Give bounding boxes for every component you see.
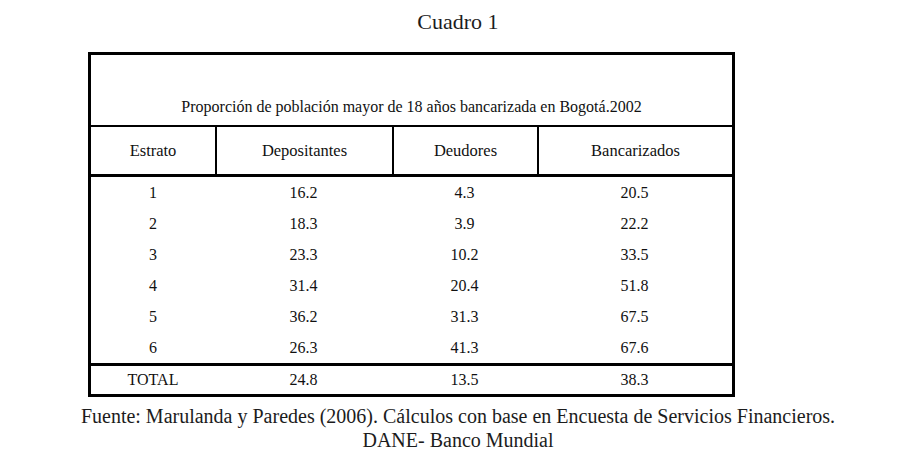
- cell-depositantes: 16.2: [215, 177, 392, 208]
- cell-depositantes: 23.3: [215, 239, 392, 270]
- total-bancarizados: 38.3: [537, 366, 732, 394]
- table-row: 1 16.2 4.3 20.5: [91, 177, 732, 208]
- page-title: Cuadro 1: [0, 9, 916, 35]
- cell-estrato: 3: [91, 239, 215, 270]
- total-label: TOTAL: [91, 366, 215, 394]
- table-row: 6 26.3 41.3 67.6: [91, 332, 732, 363]
- table-header-row: Estrato Depositantes Deudores Bancarizad…: [91, 127, 732, 177]
- cell-estrato: 2: [91, 208, 215, 239]
- cell-bancarizados: 67.5: [537, 301, 732, 332]
- cell-bancarizados: 67.6: [537, 332, 732, 363]
- cell-estrato: 6: [91, 332, 215, 363]
- document-page: Cuadro 1 Proporción de población mayor d…: [0, 0, 916, 459]
- cell-depositantes: 18.3: [215, 208, 392, 239]
- cell-deudores: 31.3: [392, 301, 537, 332]
- cell-depositantes: 26.3: [215, 332, 392, 363]
- source-note-line2: DANE- Banco Mundial: [0, 428, 916, 452]
- column-header-depositantes: Depositantes: [215, 127, 392, 174]
- cell-bancarizados: 51.8: [537, 270, 732, 301]
- table-caption: Proporción de población mayor de 18 años…: [91, 55, 732, 127]
- cell-estrato: 5: [91, 301, 215, 332]
- cell-bancarizados: 22.2: [537, 208, 732, 239]
- cell-deudores: 20.4: [392, 270, 537, 301]
- column-header-bancarizados: Bancarizados: [537, 127, 732, 174]
- column-header-estrato: Estrato: [91, 127, 215, 174]
- cell-deudores: 4.3: [392, 177, 537, 208]
- source-note-line1: Fuente: Marulanda y Paredes (2006). Cálc…: [0, 404, 916, 428]
- total-deudores: 13.5: [392, 366, 537, 394]
- cell-deudores: 3.9: [392, 208, 537, 239]
- cell-bancarizados: 20.5: [537, 177, 732, 208]
- cell-estrato: 4: [91, 270, 215, 301]
- source-note: Fuente: Marulanda y Paredes (2006). Cálc…: [0, 404, 916, 452]
- table-row: 3 23.3 10.2 33.5: [91, 239, 732, 270]
- cell-depositantes: 31.4: [215, 270, 392, 301]
- cell-bancarizados: 33.5: [537, 239, 732, 270]
- column-header-deudores: Deudores: [392, 127, 537, 174]
- total-depositantes: 24.8: [215, 366, 392, 394]
- cell-depositantes: 36.2: [215, 301, 392, 332]
- cell-deudores: 10.2: [392, 239, 537, 270]
- table-row: 4 31.4 20.4 51.8: [91, 270, 732, 301]
- banking-table: Proporción de población mayor de 18 años…: [88, 52, 735, 397]
- cell-estrato: 1: [91, 177, 215, 208]
- table-row: 5 36.2 31.3 67.5: [91, 301, 732, 332]
- table-body: 1 16.2 4.3 20.5 2 18.3 3.9 22.2 3 23.3 1…: [91, 177, 732, 363]
- table-total-row: TOTAL 24.8 13.5 38.3: [91, 363, 732, 394]
- table-row: 2 18.3 3.9 22.2: [91, 208, 732, 239]
- cell-deudores: 41.3: [392, 332, 537, 363]
